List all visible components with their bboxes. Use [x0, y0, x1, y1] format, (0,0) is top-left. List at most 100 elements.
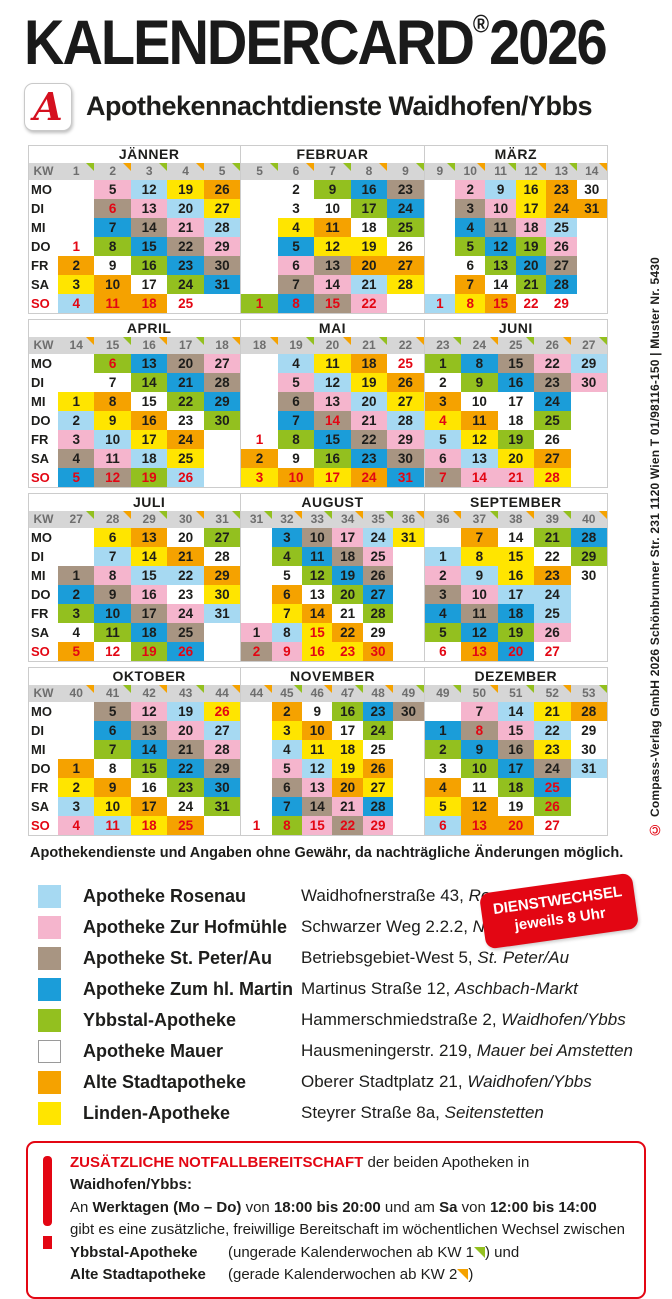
day-cell: 10 — [94, 796, 131, 816]
day-cell: 2 — [241, 641, 272, 661]
day-cell: 1 — [424, 546, 462, 566]
day-cell: 26 — [167, 641, 204, 661]
pharmacy-city: Waidhofen/Ybbs — [467, 1072, 592, 1092]
empty-cell — [58, 218, 94, 237]
day-cell: 24 — [534, 391, 571, 411]
kw-even-triangle-icon — [598, 162, 607, 171]
empty-cell — [58, 547, 94, 566]
empty-cell — [571, 816, 607, 835]
kw-cell: 31 — [241, 510, 272, 528]
pharmacy-city: Waidhofen/Ybbs — [501, 1010, 626, 1030]
kw-odd-triangle-icon — [447, 162, 456, 171]
day-cell: 20 — [350, 391, 388, 411]
day-cell: 2 — [58, 584, 95, 604]
month-dezember: DEZEMBER 49 50 51 52 53 7 14 21 28 1 8 15 22 29 2 9 16 23 3… — [424, 666, 608, 836]
day-cell: 17 — [314, 467, 351, 487]
day-cell: 18 — [130, 293, 168, 313]
day-cell: 5 — [277, 236, 315, 256]
day-cell: 15 — [302, 622, 333, 642]
day-cell: 7 — [277, 410, 315, 430]
kw-cell: 5 — [204, 162, 241, 180]
day-cell: 30 — [203, 255, 241, 275]
month-title: FEBRUAR — [296, 145, 369, 162]
kw-cell: 42 — [131, 684, 168, 702]
day-cell: 10 — [314, 198, 351, 218]
pharmacy-name: Apotheke St. Peter/Au — [83, 947, 273, 968]
day-cell: 20 — [167, 198, 204, 218]
month-title: MAI — [318, 319, 347, 336]
kw-cell: 49 — [425, 684, 462, 702]
empty-cell — [58, 199, 94, 218]
empty-cell — [204, 430, 240, 449]
weekday-label-di: DI — [31, 200, 44, 216]
day-cell: 15 — [497, 546, 535, 566]
day-cell: 17 — [350, 198, 388, 218]
kw-even-triangle-icon — [86, 336, 95, 345]
kw-even-triangle-icon — [562, 336, 571, 345]
day-cell: 3 — [424, 758, 462, 778]
day-cell: 16 — [302, 641, 333, 661]
kw-cell: 41 — [94, 684, 131, 702]
day-cell: 28 — [203, 546, 241, 566]
empty-cell — [241, 585, 271, 604]
day-cell: 13 — [485, 255, 516, 275]
weekday-label-mo: MO — [31, 181, 52, 197]
kw-cell: 36 — [425, 510, 462, 528]
day-cell: 9 — [277, 448, 315, 468]
kw-cell: 29 — [131, 510, 168, 528]
day-cell: 7 — [94, 217, 131, 237]
day-cell: 2 — [424, 565, 462, 585]
legend-swatch — [38, 915, 61, 939]
day-cell: 11 — [461, 777, 498, 797]
weekday-label-fr: FR — [31, 779, 49, 795]
kw-odd-triangle-icon — [562, 510, 571, 519]
kw-odd-triangle-icon — [379, 336, 388, 345]
empty-cell — [425, 180, 455, 199]
day-cell: 1 — [58, 391, 95, 411]
weekday-label-do: DO — [31, 412, 51, 428]
day-cell: 8 — [277, 429, 315, 449]
day-cell: 8 — [461, 353, 498, 373]
legend-row: Apotheke Mauer Hausmeningerstr. 219, Maue… — [38, 1036, 638, 1067]
kw-odd-triangle-icon — [489, 510, 498, 519]
month-title: AUGUST — [301, 493, 364, 510]
weekday-label-fr: FR — [31, 257, 49, 273]
kw-odd-triangle-icon — [526, 336, 535, 345]
day-cell: 4 — [424, 410, 462, 430]
day-cell: 15 — [314, 429, 351, 449]
weekday-label-di: DI — [31, 548, 44, 564]
day-cell: 7 — [94, 372, 131, 392]
day-cell: 18 — [497, 777, 535, 797]
day-cell: 23 — [534, 565, 571, 585]
kw-odd-triangle-icon — [232, 162, 241, 171]
kw-cell: 40 — [58, 684, 95, 702]
day-cell: 28 — [570, 527, 607, 547]
pharmacy-address: Martinus Straße 12, Aschbach-Markt — [301, 979, 578, 999]
day-cell: 14 — [130, 217, 168, 237]
empty-cell — [241, 759, 271, 778]
day-cell: 8 — [94, 236, 131, 256]
kw-odd-triangle-icon — [415, 162, 424, 171]
day-cell: 29 — [570, 353, 607, 373]
pharmacy-city: St. Peter/Au — [477, 948, 570, 968]
kw-cell: 51 — [498, 684, 535, 702]
day-cell: 4 — [424, 777, 462, 797]
day-cell: 27 — [387, 391, 424, 411]
day-cell: 30 — [203, 584, 241, 604]
kw-even-triangle-icon — [562, 684, 571, 693]
day-cell: 19 — [350, 372, 388, 392]
day-cell: 11 — [94, 293, 131, 313]
kw-cell: 35 — [363, 510, 394, 528]
day-cell: 25 — [534, 603, 571, 623]
kw-cell: 45 — [272, 684, 303, 702]
kw-even-triangle-icon — [379, 162, 388, 171]
empty-cell — [425, 218, 455, 237]
day-cell: 29 — [203, 236, 241, 256]
day-cell: 30 — [570, 739, 607, 759]
day-cell: 31 — [387, 467, 424, 487]
pharmacy-name: Apotheke Zum hl. Martin — [83, 978, 294, 999]
day-cell: 21 — [167, 739, 204, 759]
day-cell: 5 — [271, 758, 303, 778]
day-cell: 16 — [314, 448, 351, 468]
kw-cell: 9 — [425, 162, 456, 180]
